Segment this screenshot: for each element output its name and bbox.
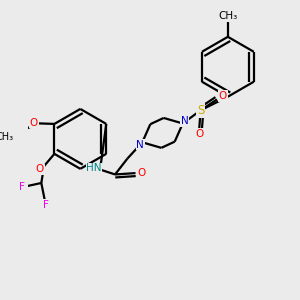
Text: O: O — [196, 129, 204, 139]
Text: S: S — [197, 104, 204, 117]
Text: O: O — [219, 91, 227, 101]
Text: CH₃: CH₃ — [0, 132, 14, 142]
Text: N: N — [181, 116, 189, 126]
Text: O: O — [36, 164, 44, 174]
Text: HN: HN — [86, 163, 102, 173]
Text: F: F — [43, 200, 49, 210]
Text: F: F — [19, 182, 24, 192]
Text: O: O — [137, 168, 146, 178]
Text: N: N — [136, 140, 144, 149]
Text: O: O — [30, 118, 38, 128]
Text: CH₃: CH₃ — [218, 11, 238, 21]
